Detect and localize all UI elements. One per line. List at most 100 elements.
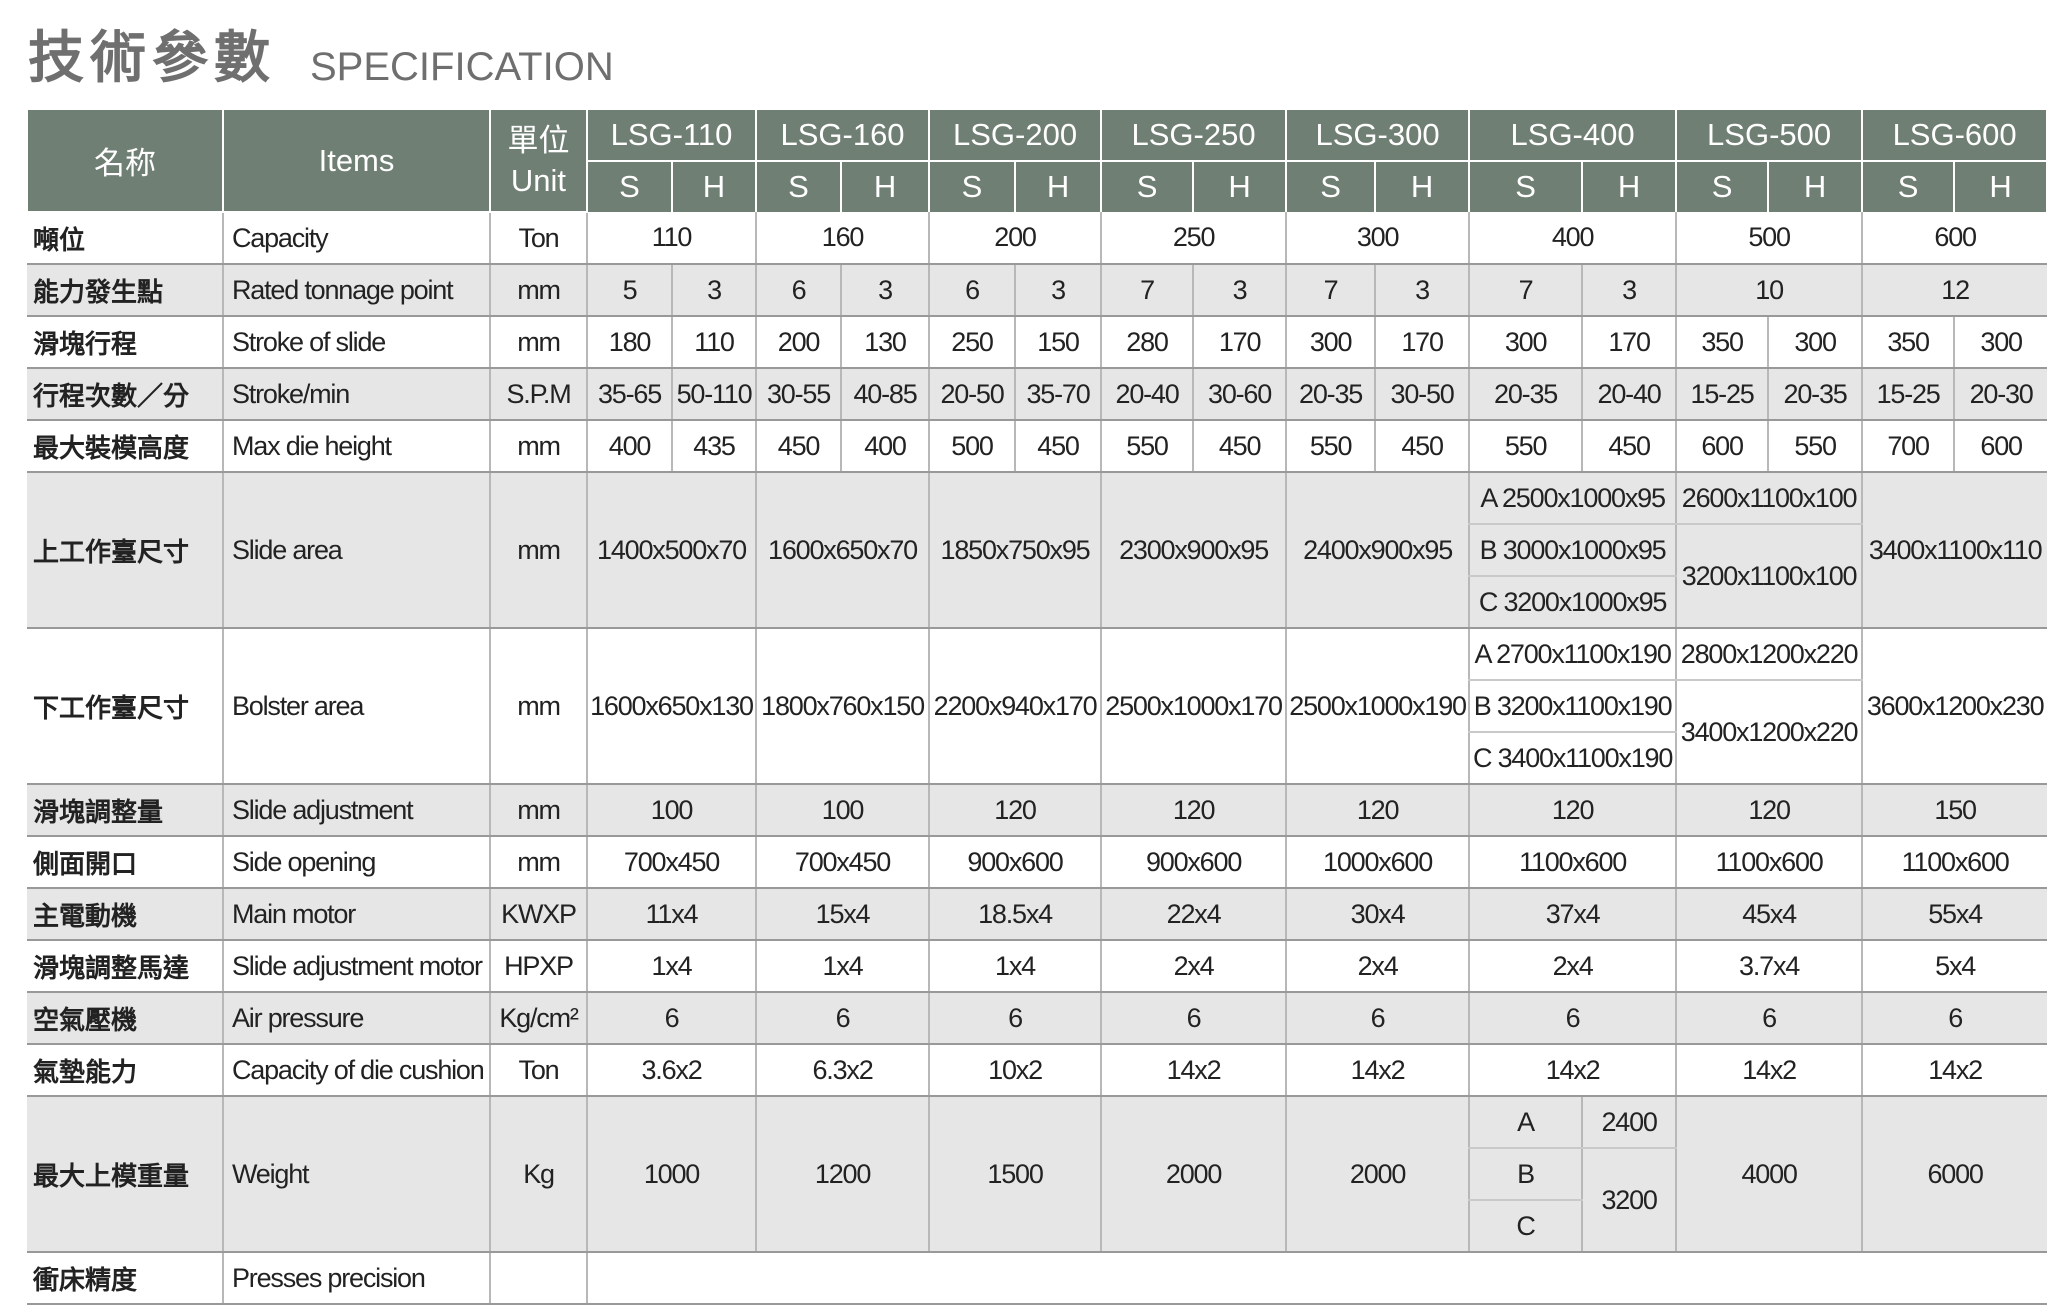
cell: 14x2 — [1285, 1044, 1470, 1097]
variant: S — [1100, 161, 1195, 212]
variant: S — [1861, 161, 1956, 212]
cell: 1600x650x130 — [586, 628, 756, 785]
cell: 6000 — [1861, 1096, 2048, 1253]
cell: 10x2 — [928, 1044, 1102, 1097]
row-unit: Ton — [489, 212, 587, 265]
cell: 100 — [754, 784, 930, 837]
cell: 200 — [755, 316, 841, 369]
cell: 30x4 — [1285, 888, 1470, 941]
title-zh: 技術參數 — [28, 26, 276, 91]
row-item: Side opening — [222, 836, 490, 889]
cell: 900x600 — [928, 836, 1102, 889]
row: B 3200 — [27, 1148, 2047, 1253]
cell: 150 — [1861, 784, 2048, 837]
cell: 2300x900x95 — [1100, 472, 1287, 629]
row: 能力發生點 Rated tonnage point mm 5 3 6 3 6 3 7 3 7 3 7 3 10… — [27, 264, 2048, 317]
row-name-zh: 下工作臺尺寸 — [27, 628, 223, 785]
row-unit: mm — [489, 420, 587, 473]
header-name-zh: 名称 — [26, 110, 224, 213]
model-name: LSG-500 — [1675, 110, 1864, 162]
cell: 250 — [928, 316, 1016, 369]
row-unit: HPXP — [489, 940, 587, 993]
cell: 300 — [1767, 316, 1863, 369]
cell: 14x2 — [1468, 1044, 1677, 1097]
model-name: LSG-400 — [1468, 110, 1678, 162]
cell-label: A — [1468, 1096, 1583, 1149]
cell: 1x4 — [586, 940, 756, 993]
cell: 120 — [1285, 784, 1470, 837]
cell: 3200 — [1581, 1148, 1677, 1253]
cell-label: C — [1468, 1200, 1583, 1253]
row-name-zh: 噸位 — [27, 212, 223, 265]
cell: 700x450 — [754, 836, 930, 889]
row: 空氣壓機 Air pressure Kg/cm² 6 6 6 6 6 6 6 6 — [27, 992, 2048, 1045]
cell: 20-35 — [1767, 368, 1863, 421]
variant: H — [671, 161, 757, 212]
cell: 6 — [755, 264, 841, 317]
cell: 6 — [1285, 992, 1470, 1045]
row-name-zh: 滑塊調整量 — [27, 784, 223, 837]
row-unit: S.P.M — [489, 368, 587, 421]
cell: 2000 — [1285, 1096, 1470, 1253]
cell: 400 — [839, 420, 930, 473]
row-item: Slide adjustment — [222, 784, 490, 837]
page: Specification {"header": {"title_zh": "技… — [26, 26, 2049, 1305]
cell: 170 — [1192, 316, 1287, 369]
row: 滑塊調整量 Slide adjustment mm 100 100 120 120 120 12… — [27, 784, 2048, 837]
cell: 350 — [1861, 316, 1955, 369]
cell: 3 — [839, 264, 930, 317]
row-name-zh: 滑塊行程 — [27, 316, 223, 369]
cell: 120 — [928, 784, 1102, 837]
title-en: SPECIFICATION — [310, 45, 614, 89]
cell: 3600x1200x230 — [1861, 628, 2048, 785]
row: C 3200x1000x95 — [27, 576, 2047, 629]
cell: 5 — [586, 264, 672, 317]
row-item: Stroke/min — [222, 368, 490, 421]
header-items: Items — [222, 110, 491, 213]
cell: 6.3x2 — [754, 1044, 930, 1097]
cell: 6 — [928, 992, 1102, 1045]
cell: 450 — [1581, 420, 1677, 473]
model-name: LSG-250 — [1100, 110, 1288, 162]
row-unit: mm — [489, 264, 587, 317]
cell: 435 — [671, 420, 756, 473]
cell: 3.7x4 — [1675, 940, 1863, 993]
cell: 550 — [1285, 420, 1376, 473]
cell: 160 — [754, 212, 930, 265]
cell: 35-65 — [586, 368, 672, 421]
cell: 1000 — [586, 1096, 756, 1253]
cell: 170 — [1374, 316, 1470, 369]
cell: 12 — [1861, 264, 2048, 317]
row-item: Slide adjustment motor — [222, 940, 490, 993]
cell: 37x4 — [1468, 888, 1677, 941]
variant: S — [1285, 161, 1377, 212]
cell: 20-40 — [1581, 368, 1677, 421]
cell: 150 — [1014, 316, 1102, 369]
cell: 2500x1000x190 — [1285, 628, 1470, 785]
cell: 1100x600 — [1675, 836, 1863, 889]
cell: 40-85 — [839, 368, 930, 421]
variant: H — [1767, 161, 1864, 212]
row: 噸位 Capacity Ton 110 160 200 250 300 400 500 600 — [27, 212, 2048, 265]
row-name-zh: 最大裝模高度 — [27, 420, 223, 473]
cell: 300 — [1285, 212, 1470, 265]
row: 最大上模重量 Weight Kg 1000 1200 1500 2000 2000 A 2400 4… — [27, 1096, 2048, 1253]
cell: 5x4 — [1861, 940, 2048, 993]
cell: 20-50 — [928, 368, 1016, 421]
cell: 3200x1100x100 — [1675, 524, 1863, 629]
cell: 2200x940x170 — [928, 628, 1102, 785]
cell: 6 — [1468, 992, 1677, 1045]
row: 主電動機 Main motor KWXP 11x4 15x4 18.5x4 22x4 30x4… — [27, 888, 2048, 941]
variant: H — [1374, 161, 1471, 212]
row-item: Slide area — [222, 472, 490, 629]
row-unit — [489, 1252, 587, 1305]
header-unit-zh: 單位 — [507, 122, 570, 158]
model-name: LSG-110 — [586, 110, 757, 162]
variant: H — [1014, 161, 1103, 212]
cell: 2600x1100x100 — [1675, 472, 1863, 525]
cell: 2400 — [1581, 1096, 1677, 1149]
cell: 4000 — [1675, 1096, 1863, 1253]
row-name-zh: 能力發生點 — [27, 264, 223, 317]
cell: B 3200x1100x190 — [1468, 680, 1677, 733]
cell: 2x4 — [1285, 940, 1470, 993]
